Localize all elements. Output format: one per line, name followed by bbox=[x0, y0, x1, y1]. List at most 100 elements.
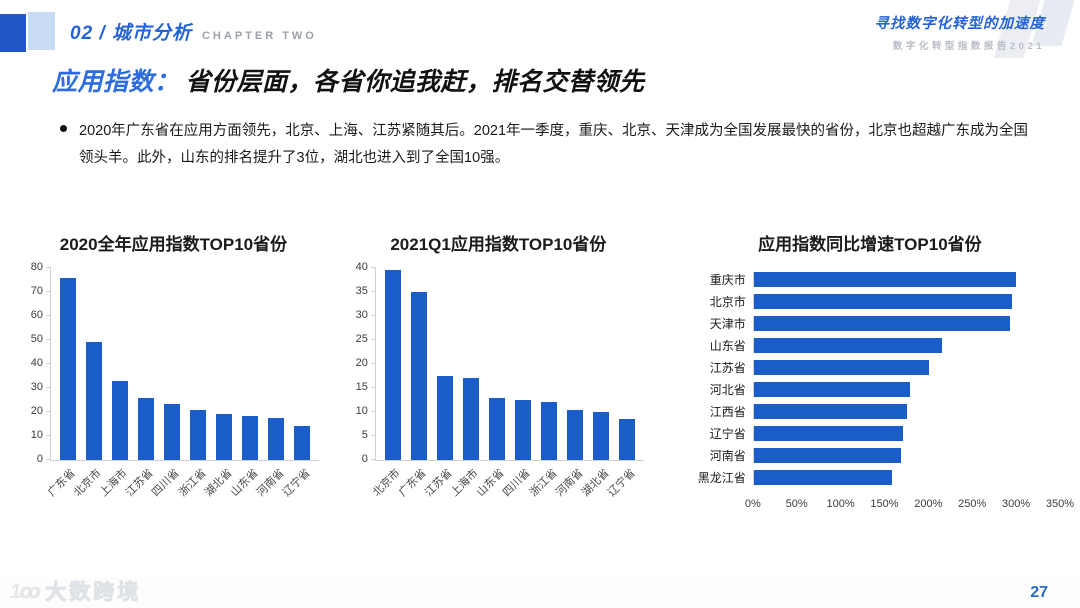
y-axis-tick: 25 bbox=[356, 333, 376, 345]
category-label: 重庆市 bbox=[709, 272, 746, 287]
page-title-highlight: 应用指数： bbox=[52, 68, 180, 96]
bar bbox=[85, 342, 102, 460]
x-tick-label: 200% bbox=[914, 498, 943, 510]
bullet-dot-icon bbox=[60, 125, 67, 132]
bar bbox=[241, 415, 258, 460]
y-tick-label: 80 bbox=[30, 261, 43, 273]
bar-row: 河北省 bbox=[680, 378, 1060, 400]
y-tick-label: 10 bbox=[355, 405, 368, 417]
bar bbox=[618, 419, 635, 460]
bar bbox=[753, 271, 1017, 287]
page-footer: 1ꝏ 大数跨境 27 bbox=[0, 578, 1080, 608]
x-tick-label: 50% bbox=[785, 498, 808, 510]
page-title: 应用指数： 省份层面，各省你追我赶，排名交替领先 bbox=[52, 62, 645, 98]
y-tick-label: 35 bbox=[355, 285, 368, 297]
logo-watermark: 1ꝏ 大数跨境 bbox=[10, 576, 141, 606]
bar bbox=[540, 402, 557, 460]
logo-icon: 1ꝏ bbox=[10, 580, 41, 603]
category-label: 江西省 bbox=[709, 404, 746, 419]
x-axis-label: 辽宁省 bbox=[605, 467, 638, 499]
bar bbox=[462, 378, 479, 460]
bar bbox=[514, 400, 531, 460]
x-tick-label: 250% bbox=[958, 498, 987, 510]
plot-area: 0 10 20 30 40 50 60 70 80 bbox=[31, 261, 319, 465]
bar bbox=[410, 292, 427, 460]
page-number: 27 bbox=[1030, 584, 1048, 601]
chapter-label: CHAPTER TWO bbox=[201, 30, 317, 42]
bar bbox=[215, 414, 232, 460]
bar bbox=[753, 315, 1011, 331]
plot-area: 0 5 10 15 20 25 30 35 40 bbox=[356, 261, 644, 465]
x-tick-label: 100% bbox=[826, 498, 855, 510]
report-title: 寻找数字化转型的加速度 bbox=[874, 16, 1045, 32]
bar bbox=[293, 426, 310, 460]
report-header: 寻找数字化转型的加速度 数字化转型指数报告2021 bbox=[875, 12, 1046, 52]
y-tick-label: 70 bbox=[30, 285, 43, 297]
bar bbox=[753, 469, 893, 485]
bar bbox=[137, 397, 154, 460]
y-tick-label: 0 bbox=[361, 453, 368, 465]
y-axis-tick: 20 bbox=[31, 405, 51, 417]
chart-title-2021q1: 2021Q1应用指数TOP10省份 bbox=[390, 235, 607, 254]
y-tick-label: 60 bbox=[30, 309, 43, 321]
category-label: 辽宁省 bbox=[709, 426, 746, 441]
bar bbox=[753, 447, 901, 463]
bar bbox=[753, 293, 1012, 309]
bar bbox=[753, 403, 907, 419]
bar bbox=[592, 412, 609, 460]
y-tick-label: 20 bbox=[355, 357, 368, 369]
bar-row: 河南省 bbox=[680, 444, 1060, 466]
logo-text: 大数跨境 bbox=[45, 581, 142, 605]
header-deco-dark-block bbox=[0, 14, 26, 52]
chart-2020-top10: 2020全年应用指数TOP10省份 0 10 20 30 40 50 60 70 80 广东省 北京… bbox=[20, 230, 327, 515]
bar bbox=[111, 380, 128, 460]
bar bbox=[267, 418, 284, 460]
y-axis-tick: 40 bbox=[356, 261, 376, 273]
y-tick-label: 25 bbox=[355, 333, 368, 345]
x-tick-label: 350% bbox=[1045, 498, 1075, 510]
bar-row: 江苏省 bbox=[680, 356, 1060, 378]
bar-row: 山东省 bbox=[680, 334, 1060, 356]
bar bbox=[753, 359, 929, 375]
y-axis-tick: 10 bbox=[31, 429, 51, 441]
y-tick-label: 15 bbox=[355, 381, 368, 393]
chart-title-growth: 应用指数同比增速TOP10省份 bbox=[758, 235, 982, 254]
bar bbox=[753, 381, 910, 397]
y-axis-tick: 0 bbox=[37, 453, 51, 465]
chart-2021q1-top10: 2021Q1应用指数TOP10省份 0 5 10 15 20 25 30 35 40 北京市 广东省… bbox=[345, 230, 652, 515]
x-axis: 0% 50% 100% 150% 200% 250% 300% 350% bbox=[745, 494, 1074, 514]
y-axis-tick: 50 bbox=[31, 333, 51, 345]
y-tick-label: 0 bbox=[36, 453, 43, 465]
y-axis-tick: 5 bbox=[362, 429, 376, 441]
bar-row: 黑龙江省 bbox=[680, 466, 1060, 488]
category-label: 河北省 bbox=[709, 382, 746, 397]
category-label: 山东省 bbox=[709, 338, 746, 353]
y-axis-tick: 60 bbox=[31, 309, 51, 321]
y-axis-tick: 20 bbox=[356, 357, 376, 369]
chart-title-2020: 2020全年应用指数TOP10省份 bbox=[59, 235, 288, 254]
y-axis-tick: 35 bbox=[356, 285, 376, 297]
bar-row: 辽宁省 bbox=[680, 422, 1060, 444]
bar bbox=[566, 409, 583, 460]
y-tick-label: 50 bbox=[30, 333, 43, 345]
y-tick-label: 30 bbox=[30, 381, 43, 393]
summary-bullet: 2020年广东省在应用方面领先，北京、上海、江苏紧随其后。2021年一季度，重庆… bbox=[60, 118, 1035, 172]
y-axis-tick: 30 bbox=[356, 309, 376, 321]
y-tick-label: 20 bbox=[30, 405, 43, 417]
header-deco-light-block bbox=[28, 12, 55, 50]
bar-chart-growth: 重庆市 北京市 天津市 山东省 江苏省 河北省 江西省 辽宁省 bbox=[680, 268, 1074, 514]
x-axis-label: 辽宁省 bbox=[280, 467, 313, 499]
bar bbox=[189, 409, 206, 460]
bar-row: 重庆市 bbox=[680, 268, 1060, 290]
bar bbox=[163, 403, 180, 460]
category-label: 天津市 bbox=[709, 316, 746, 331]
y-axis-tick: 0 bbox=[362, 453, 376, 465]
x-tick-label: 0% bbox=[744, 498, 761, 510]
bar bbox=[59, 277, 76, 460]
bar-chart-2020: 0 10 20 30 40 50 60 70 80 广东省 北京市 上海市 江苏省 四川省 浙江省 湖北省 山东… bbox=[20, 261, 327, 515]
y-axis-tick: 30 bbox=[31, 381, 51, 393]
y-tick-label: 10 bbox=[30, 429, 43, 441]
y-tick-label: 40 bbox=[30, 357, 43, 369]
category-label: 北京市 bbox=[709, 294, 746, 309]
category-label: 江苏省 bbox=[709, 360, 746, 375]
